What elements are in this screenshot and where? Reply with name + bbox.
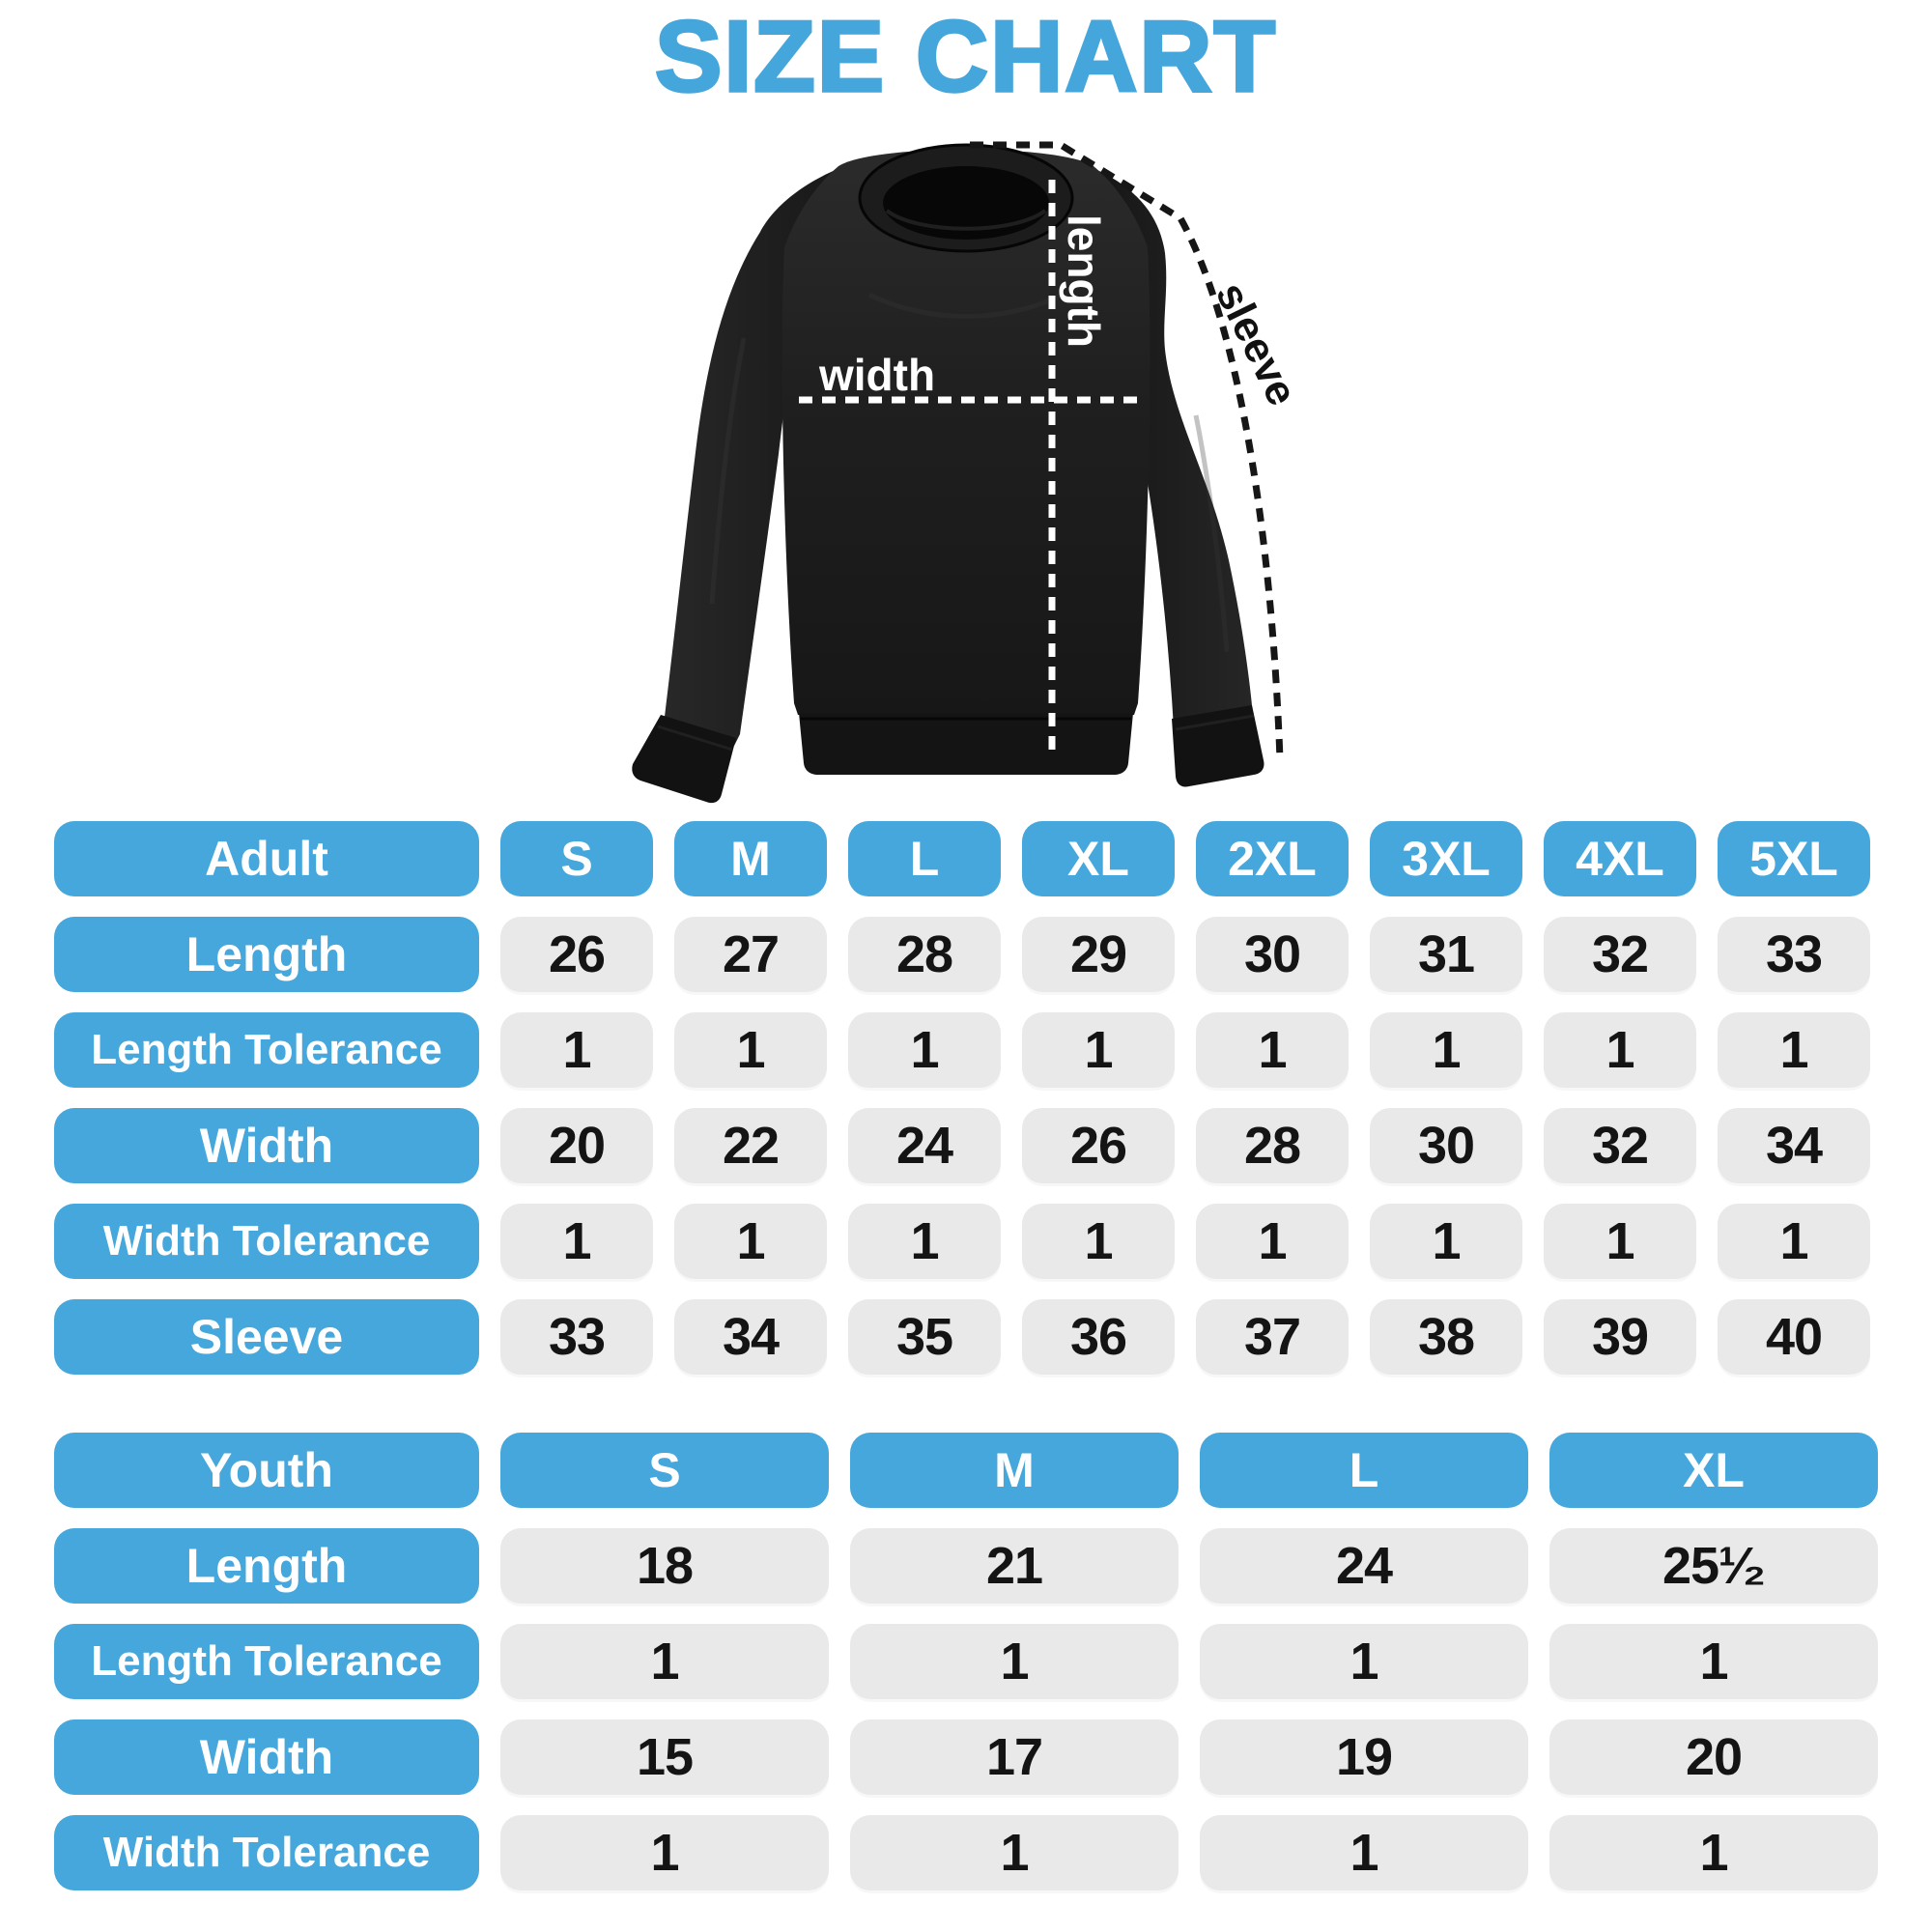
value-cell: 18 xyxy=(500,1528,829,1604)
size-header-cell: 4XL xyxy=(1544,821,1696,896)
value-cell: 1 xyxy=(500,1815,829,1890)
value-cell: 1 xyxy=(1022,1012,1175,1088)
size-header-cell: S xyxy=(500,1433,829,1508)
value-cell: 1 xyxy=(1544,1204,1696,1279)
value-cell: 1 xyxy=(1022,1204,1175,1279)
size-header-cell: L xyxy=(1200,1433,1528,1508)
value-cell: 30 xyxy=(1370,1108,1522,1183)
row-label-cell: Length xyxy=(54,917,479,992)
value-cell: 1 xyxy=(848,1012,1001,1088)
sleeve-label: sleeve xyxy=(1207,275,1306,412)
length-label: length xyxy=(1059,214,1109,348)
value-cell: 35 xyxy=(848,1299,1001,1375)
value-cell: 27 xyxy=(674,917,827,992)
size-header-cell: M xyxy=(850,1433,1179,1508)
value-cell: 39 xyxy=(1544,1299,1696,1375)
row-label-cell: Width xyxy=(54,1719,479,1795)
value-cell: 28 xyxy=(848,917,1001,992)
size-header-cell: XL xyxy=(1022,821,1175,896)
value-cell: 34 xyxy=(674,1299,827,1375)
size-header-cell: M xyxy=(674,821,827,896)
value-cell: 1 xyxy=(1549,1815,1878,1890)
value-cell: 32 xyxy=(1544,1108,1696,1183)
value-cell: 26 xyxy=(500,917,653,992)
value-cell: 37 xyxy=(1196,1299,1349,1375)
value-cell: 20 xyxy=(500,1108,653,1183)
row-label-cell: Length xyxy=(54,1528,479,1604)
value-cell: 1 xyxy=(850,1624,1179,1699)
value-cell: 1 xyxy=(1196,1012,1349,1088)
value-cell: 1 xyxy=(500,1204,653,1279)
value-cell: 22 xyxy=(674,1108,827,1183)
size-header-cell: 2XL xyxy=(1196,821,1349,896)
value-cell: 30 xyxy=(1196,917,1349,992)
sweatshirt-body xyxy=(781,143,1151,775)
group-header-cell: Youth xyxy=(54,1433,479,1508)
value-cell: 24 xyxy=(848,1108,1001,1183)
value-cell: 33 xyxy=(1718,917,1870,992)
value-cell: 1 xyxy=(1718,1204,1870,1279)
value-cell: 15 xyxy=(500,1719,829,1795)
row-label-cell: Length Tolerance xyxy=(54,1624,479,1699)
value-cell: 1 xyxy=(1196,1204,1349,1279)
value-cell: 1 xyxy=(1370,1012,1522,1088)
left-sleeve xyxy=(632,159,863,804)
row-label-cell: Width Tolerance xyxy=(54,1815,479,1890)
value-cell: 31 xyxy=(1370,917,1522,992)
youth-size-table: Youth S M L XL Length 18 21 24 25¹⁄₂ Length Tolera… xyxy=(54,1433,1878,1890)
value-cell: 38 xyxy=(1370,1299,1522,1375)
value-cell: 33 xyxy=(500,1299,653,1375)
row-label-cell: Sleeve xyxy=(54,1299,479,1375)
size-header-cell: 5XL xyxy=(1718,821,1870,896)
value-cell: 1 xyxy=(674,1204,827,1279)
value-cell: 19 xyxy=(1200,1719,1528,1795)
value-cell: 17 xyxy=(850,1719,1179,1795)
adult-size-table: Adult S M L XL 2XL 3XL 4XL 5XL Length 26 27 28 29 30 31… xyxy=(54,821,1870,1375)
group-header-cell: Adult xyxy=(54,821,479,896)
value-cell: 34 xyxy=(1718,1108,1870,1183)
value-cell: 1 xyxy=(500,1624,829,1699)
value-cell: 1 xyxy=(850,1815,1179,1890)
size-header-cell: XL xyxy=(1549,1433,1878,1508)
value-cell: 1 xyxy=(674,1012,827,1088)
value-cell: 40 xyxy=(1718,1299,1870,1375)
row-label-cell: Length Tolerance xyxy=(54,1012,479,1088)
size-header-cell: 3XL xyxy=(1370,821,1522,896)
size-header-cell: S xyxy=(500,821,653,896)
row-label-cell: Width Tolerance xyxy=(54,1204,479,1279)
value-cell: 28 xyxy=(1196,1108,1349,1183)
size-header-cell: L xyxy=(848,821,1001,896)
value-cell: 1 xyxy=(1200,1815,1528,1890)
width-label: width xyxy=(818,350,935,400)
value-cell: 1 xyxy=(1200,1624,1528,1699)
value-cell: 1 xyxy=(1549,1624,1878,1699)
sleeve-measure-line xyxy=(970,141,1284,760)
hem-band xyxy=(799,713,1133,775)
page-title: SIZE CHART xyxy=(653,0,1277,114)
value-cell: 20 xyxy=(1549,1719,1878,1795)
value-cell: 21 xyxy=(850,1528,1179,1604)
left-cuff xyxy=(632,715,736,804)
row-label-cell: Width xyxy=(54,1108,479,1183)
value-cell: 1 xyxy=(1370,1204,1522,1279)
value-cell: 24 xyxy=(1200,1528,1528,1604)
value-cell: 36 xyxy=(1022,1299,1175,1375)
value-cell: 1 xyxy=(500,1012,653,1088)
value-cell: 1 xyxy=(1718,1012,1870,1088)
value-cell: 1 xyxy=(848,1204,1001,1279)
value-cell: 1 xyxy=(1544,1012,1696,1088)
value-cell: 29 xyxy=(1022,917,1175,992)
value-cell: 25¹⁄₂ xyxy=(1549,1528,1878,1604)
value-cell: 26 xyxy=(1022,1108,1175,1183)
value-cell: 32 xyxy=(1544,917,1696,992)
